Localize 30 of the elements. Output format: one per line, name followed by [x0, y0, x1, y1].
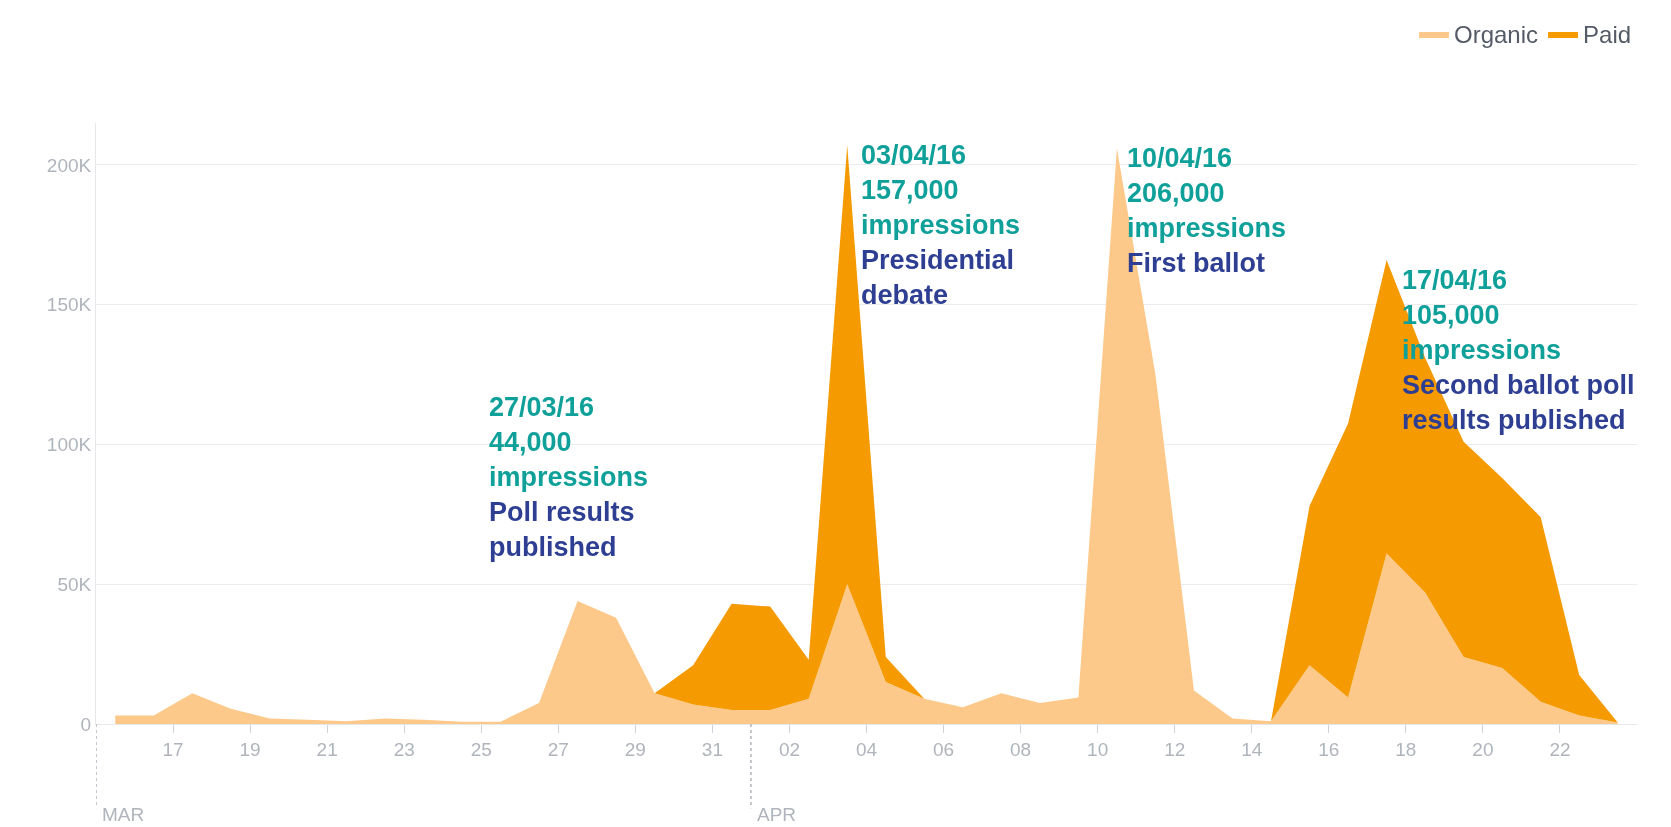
- x-tick-label: 14: [1241, 738, 1263, 760]
- legend-label: Paid: [1583, 21, 1632, 49]
- y-tick-label: 50K: [57, 573, 92, 595]
- x-tick-label: 23: [393, 738, 415, 760]
- x-tick-label: 27: [547, 738, 569, 760]
- x-tick-label: 16: [1318, 738, 1340, 760]
- legend-label: Organic: [1454, 21, 1539, 49]
- ref-line-label: APR: [757, 804, 797, 825]
- x-tick-label: 10: [1087, 738, 1109, 760]
- x-tick-label: 21: [316, 738, 338, 760]
- x-tick-label: 08: [1010, 738, 1032, 760]
- x-tick-label: 19: [239, 738, 261, 760]
- x-tick-label: 29: [624, 738, 646, 760]
- x-tick-label: 20: [1472, 738, 1494, 760]
- x-tick-label: 02: [778, 738, 801, 760]
- x-tick-label: 04: [855, 738, 878, 760]
- x-tick-label: 12: [1164, 738, 1186, 760]
- x-tick-label: 17: [162, 738, 184, 760]
- x-tick-label: 18: [1395, 738, 1417, 760]
- x-tick-label: 22: [1549, 738, 1571, 760]
- ref-line-label: MAR: [102, 804, 145, 825]
- y-tick-label: 0: [80, 713, 92, 735]
- y-tick-label: 200K: [46, 154, 92, 176]
- annotation: 27/03/16 44,000 impressions Poll results published: [489, 392, 649, 563]
- annotation: 03/04/16 157,000 impressions Presidential debate: [861, 140, 1021, 311]
- x-tick-label: 06: [932, 738, 955, 760]
- x-tick-label: 25: [470, 738, 492, 760]
- x-tick-label: 31: [701, 738, 723, 760]
- y-tick-label: 150K: [46, 294, 92, 316]
- y-tick-label: 100K: [46, 434, 92, 456]
